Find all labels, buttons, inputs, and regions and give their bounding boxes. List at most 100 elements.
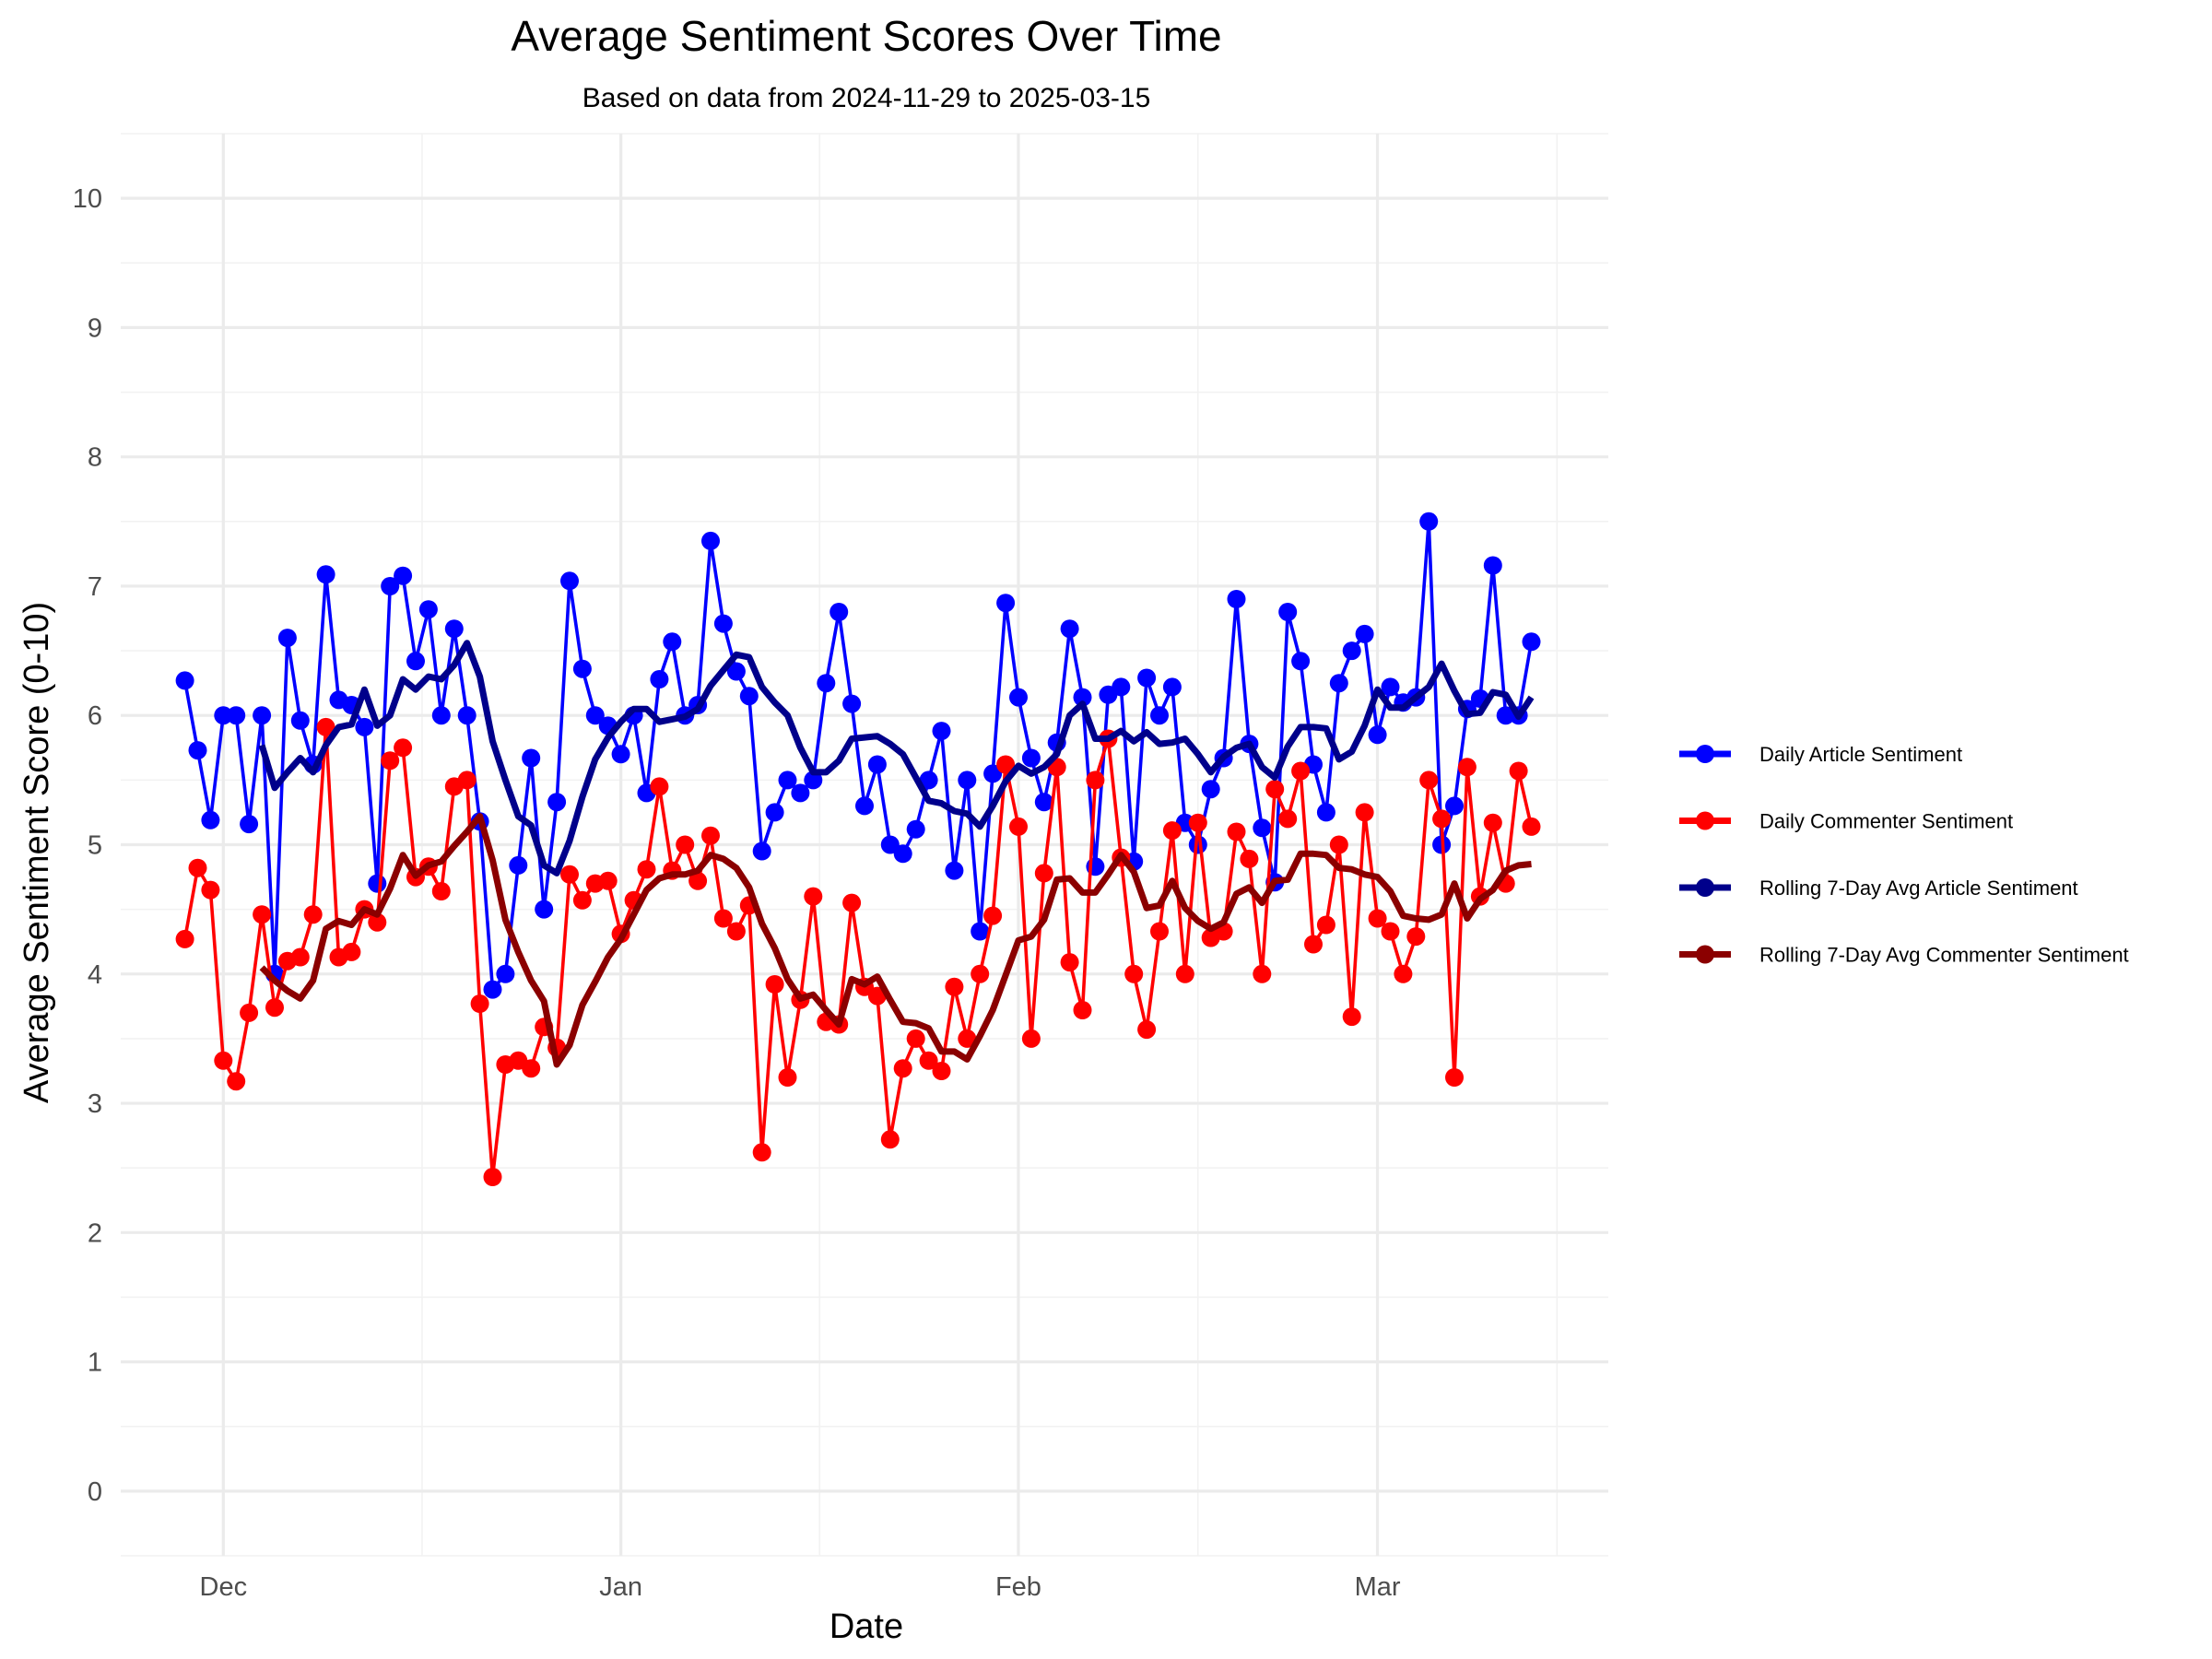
data-point [1034,864,1053,883]
data-point [1162,677,1182,697]
data-point [522,1059,541,1078]
data-point [483,980,502,999]
data-point [1009,817,1028,836]
data-point [394,566,413,585]
data-point [1316,915,1335,935]
data-point [265,998,284,1018]
data-point [431,882,451,900]
data-point [1073,688,1092,707]
series-line [259,813,1532,1068]
x-tick-label: Dec [200,1572,248,1602]
data-point [1381,677,1400,697]
legend-label: Rolling 7-Day Avg Commenter Sentiment [1759,944,2129,967]
data-point [932,1062,951,1080]
y-tick-label: 7 [88,572,102,602]
data-point [726,922,746,941]
data-point [470,994,489,1013]
data-point [1432,809,1452,829]
data-point [201,880,220,900]
data-point [1457,758,1477,777]
data-point [1227,590,1246,608]
data-point [1496,706,1515,725]
data-point [1291,652,1311,671]
data-point [650,777,669,796]
data-point [842,694,862,713]
grid-major [121,134,1608,1556]
data-point [932,722,951,741]
series-3 [259,813,1532,1068]
data-point [188,858,207,877]
data-point [726,662,746,681]
data-point [175,671,194,690]
data-point [483,1168,502,1186]
data-point [1137,1020,1157,1040]
series-0 [175,512,1541,999]
data-point [688,871,708,890]
y-tick-label: 8 [88,443,102,473]
data-point [214,1051,233,1070]
data-point [509,855,528,875]
data-point [1329,835,1348,854]
data-point [444,619,464,639]
data-point [598,871,618,890]
data-point [1394,964,1413,983]
legend-item: Rolling 7-Day Avg Article Sentiment [1679,877,2078,900]
legend-item: Daily Commenter Sentiment [1679,810,2013,833]
data-point [919,771,938,790]
data-point [804,887,823,906]
data-point [919,1051,938,1070]
data-point [240,1003,259,1022]
legend-key-marker [1696,811,1714,830]
data-point [418,600,438,619]
data-point [830,603,849,621]
data-point [1124,964,1144,983]
data-point [1419,512,1439,531]
data-point [214,706,233,725]
data-point [778,1068,797,1087]
legend-item: Rolling 7-Day Avg Commenter Sentiment [1679,944,2129,967]
data-point [971,922,990,941]
data-point [253,905,272,924]
data-point [791,783,810,803]
data-point [778,771,797,790]
data-point [1201,780,1220,799]
legend-key-marker [1696,878,1714,897]
data-point [1060,619,1079,639]
data-point [996,594,1016,613]
legend-label: Daily Commenter Sentiment [1759,810,2013,833]
data-point [560,571,579,591]
y-tick-labels: 0 1 2 3 4 5 6 7 8 9 10 [73,184,102,1507]
series-line [182,520,1534,992]
data-point [752,1143,771,1162]
data-point [1368,909,1387,928]
data-point [547,793,567,812]
chart-subtitle: Based on data from 2024-11-29 to 2025-03… [582,83,1151,113]
data-point [201,810,220,830]
data-point [958,771,977,790]
data-point [650,670,669,688]
data-point [713,614,733,633]
data-point [496,964,515,983]
data-point [1291,761,1311,781]
data-point [1265,780,1285,799]
data-point [1419,771,1439,790]
data-point [1253,964,1272,983]
data-point [893,1059,912,1078]
data-point [880,835,900,854]
data-point [1227,822,1246,841]
data-point [303,905,323,924]
data-point [1009,688,1028,707]
data-point [1188,813,1207,832]
data-point [1522,632,1541,652]
data-point [739,687,759,706]
data-point [1150,706,1169,725]
data-point [290,711,310,730]
legend-item: Daily Article Sentiment [1679,743,1962,766]
data-point [1522,817,1541,836]
data-point [227,706,246,725]
y-tick-label: 3 [88,1089,102,1119]
legend-label: Rolling 7-Day Avg Article Sentiment [1759,877,2078,900]
data-point [1034,793,1053,812]
